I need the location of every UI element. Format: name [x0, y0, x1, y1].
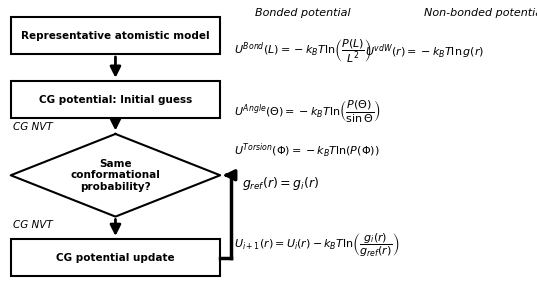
FancyBboxPatch shape — [11, 17, 220, 54]
Text: CG potential update: CG potential update — [56, 253, 175, 263]
Text: CG NVT: CG NVT — [13, 122, 53, 132]
Text: CG potential: Initial guess: CG potential: Initial guess — [39, 95, 192, 105]
FancyBboxPatch shape — [11, 239, 220, 276]
Text: Bonded potential: Bonded potential — [255, 8, 351, 18]
Text: Representative atomistic model: Representative atomistic model — [21, 30, 210, 41]
Text: CG NVT: CG NVT — [13, 220, 53, 230]
FancyBboxPatch shape — [11, 81, 220, 118]
Polygon shape — [11, 134, 220, 217]
Text: $g_{ref}(r) = g_i(r)$: $g_{ref}(r) = g_i(r)$ — [242, 175, 319, 192]
Text: $U_{i+1}(r) = U_i(r) - k_BT\ln\!\left(\dfrac{g_i(r)}{g_{ref}(r)}\right)$: $U_{i+1}(r) = U_i(r) - k_BT\ln\!\left(\d… — [234, 231, 399, 259]
Text: Same
conformational
probability?: Same conformational probability? — [70, 159, 161, 192]
Text: $U^{vdW}(r) = -k_BT\ln g(r)$: $U^{vdW}(r) = -k_BT\ln g(r)$ — [365, 42, 484, 61]
Text: $U^{Angle}(\Theta) = -k_BT\ln\!\left(\dfrac{P(\Theta)}{\sin\Theta}\right)$: $U^{Angle}(\Theta) = -k_BT\ln\!\left(\df… — [234, 98, 380, 124]
Text: $U^{Bond}(L) = -k_BT\ln\!\left(\dfrac{P(L)}{L^2}\right)$: $U^{Bond}(L) = -k_BT\ln\!\left(\dfrac{P(… — [234, 38, 371, 65]
Text: Non-bonded potential: Non-bonded potential — [424, 8, 537, 18]
Text: $U^{Torsion}(\Phi) = -k_BT\ln\!(P(\Phi))$: $U^{Torsion}(\Phi) = -k_BT\ln\!(P(\Phi))… — [234, 142, 379, 160]
